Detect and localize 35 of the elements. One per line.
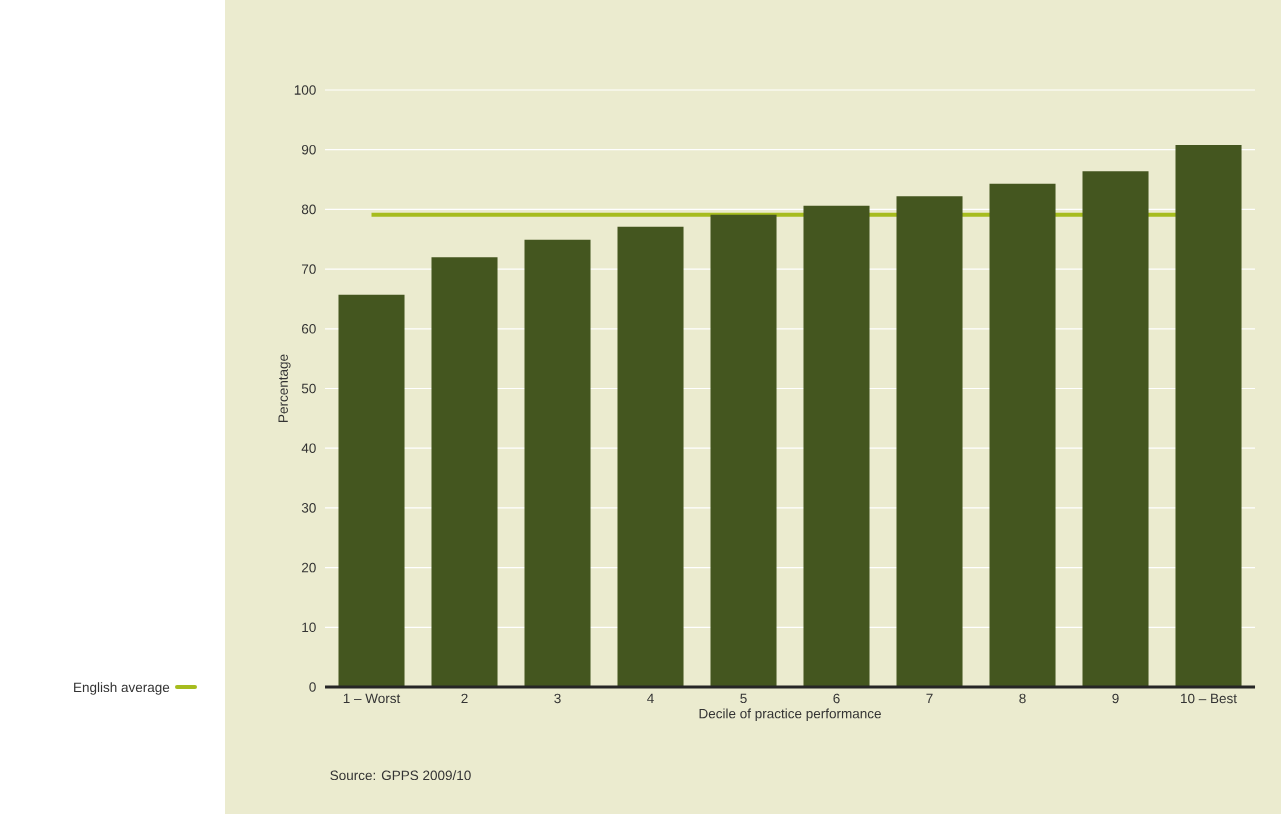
- bar: [524, 239, 591, 687]
- bar: [431, 257, 498, 687]
- bar: [896, 196, 963, 687]
- x-tick-label: 2: [461, 693, 468, 704]
- y-tick-label: 90: [301, 144, 316, 155]
- x-tick-label: 6: [833, 693, 840, 704]
- y-tick-label: 80: [301, 204, 316, 215]
- source-note: Source: GPPS 2009/10: [330, 770, 471, 781]
- x-tick-label: 1 – Worst: [343, 693, 401, 704]
- bar: [803, 205, 870, 687]
- y-tick-label: 30: [301, 503, 316, 513]
- y-tick-label: 10: [302, 622, 316, 633]
- x-axis-title: Decile of practice performance: [699, 708, 881, 722]
- y-tick-label: 100: [294, 85, 316, 95]
- bar: [989, 183, 1056, 687]
- y-tick-label: 70: [301, 264, 316, 274]
- bar: [338, 294, 405, 687]
- bar: [710, 214, 777, 687]
- y-tick-label: 50: [301, 383, 316, 394]
- x-tick-label: 7: [926, 693, 933, 703]
- y-tick-label: 40: [301, 443, 316, 453]
- y-tick-label: 20: [301, 562, 316, 573]
- bar: [1082, 171, 1149, 687]
- bar: [1175, 144, 1242, 687]
- y-tick-label: 60: [301, 324, 316, 334]
- y-tick-label: 0: [309, 682, 316, 692]
- x-tick-label: 3: [554, 693, 561, 704]
- x-tick-label: 9: [1112, 693, 1119, 704]
- x-tick-label: 4: [647, 693, 654, 703]
- legend-label: English average: [74, 682, 170, 695]
- bar: [617, 226, 684, 687]
- x-tick-label: 5: [740, 693, 747, 704]
- x-tick-label: 8: [1019, 693, 1026, 704]
- x-tick-label: 10 – Best: [1181, 693, 1237, 704]
- y-axis-title: Percentage: [278, 354, 291, 422]
